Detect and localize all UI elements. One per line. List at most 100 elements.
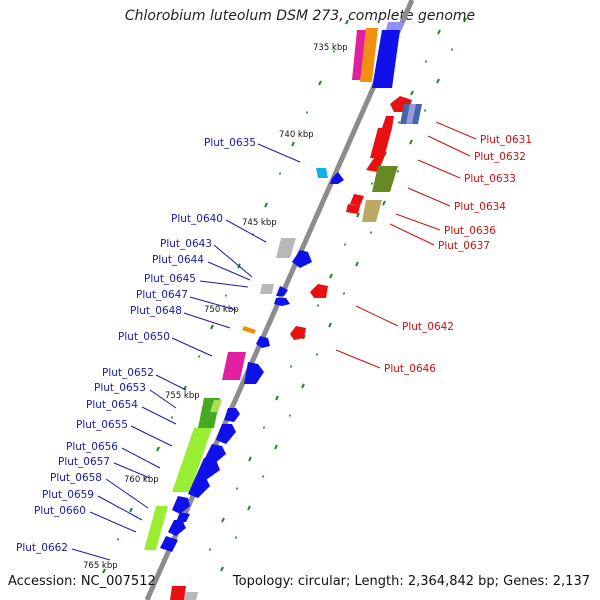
gene-feature	[244, 362, 264, 384]
tick-mark	[234, 536, 238, 539]
gene-feature	[160, 536, 178, 552]
kbp-labels: 735 kbp 740 kbp 745 kbp 750 kbp 755 kbp …	[83, 43, 348, 571]
gene-feature	[276, 286, 288, 296]
tick-mark	[210, 324, 214, 330]
gene-label-plut-0662: Plut_0662	[16, 542, 68, 554]
gene-label-plut-0636: Plut_0636	[444, 225, 496, 237]
kbp-label-755: 755 kbp	[165, 391, 200, 401]
leader-line	[213, 244, 253, 278]
leader-line	[130, 425, 173, 447]
gene-feature	[224, 408, 240, 422]
gene-feature	[210, 400, 222, 412]
leader-line	[407, 187, 451, 207]
leader-line	[89, 511, 137, 533]
reverse-strand-features	[170, 96, 422, 600]
tick-mark	[208, 548, 212, 551]
tick-mark	[247, 505, 251, 511]
gene-feature	[360, 28, 378, 82]
kbp-label-740: 740 kbp	[279, 130, 314, 140]
tick-mark	[437, 29, 441, 35]
gene-label-plut-0647: Plut_0647	[136, 289, 188, 301]
gene-feature	[172, 428, 212, 492]
gene-feature	[362, 200, 382, 222]
gene-feature	[290, 326, 306, 340]
tick-mark	[356, 212, 360, 218]
tick-mark	[261, 475, 265, 478]
gene-label-plut-0650: Plut_0650	[118, 331, 170, 343]
tick-mark	[410, 90, 414, 96]
accession-text: Accession: NC_007512	[8, 574, 156, 589]
gene-label-plut-0632: Plut_0632	[474, 151, 526, 163]
tick-mark	[224, 294, 228, 297]
tick-mark	[305, 111, 309, 114]
tick-mark	[463, 17, 467, 23]
tick-mark	[156, 446, 160, 452]
leader-line	[435, 121, 477, 140]
tick-mark	[129, 507, 133, 513]
tick-mark	[436, 78, 440, 84]
leader-line	[171, 337, 213, 357]
gene-feature	[292, 250, 312, 268]
gene-feature	[170, 586, 186, 600]
gene-label-plut-0646: Plut_0646	[384, 363, 436, 375]
leader-line	[355, 305, 399, 327]
tick-mark	[315, 353, 319, 356]
leader-line	[199, 280, 249, 288]
gene-label-plut-0660: Plut_0660	[34, 505, 86, 517]
gene-feature	[176, 512, 190, 522]
left-gene-labels: Plut_0635 Plut_0640 Plut_0643 Plut_0644 …	[16, 137, 256, 554]
tick-mark	[409, 139, 413, 145]
tick-mark	[170, 416, 174, 419]
gene-feature	[370, 128, 392, 158]
kbp-label-745: 745 kbp	[242, 218, 277, 228]
tick-mark	[382, 200, 386, 206]
gene-feature	[168, 520, 186, 536]
kbp-label-735: 735 kbp	[313, 43, 348, 53]
gene-label-plut-0656: Plut_0656	[66, 441, 118, 453]
gene-feature	[372, 30, 400, 88]
gene-feature	[406, 104, 416, 124]
gene-label-plut-0634: Plut_0634	[454, 201, 506, 213]
tick-mark	[345, 19, 349, 25]
gene-label-plut-0643: Plut_0643	[160, 238, 212, 250]
gene-feature	[372, 166, 398, 192]
genome-summary-text: Topology: circular; Length: 2,364,842 bp…	[232, 574, 590, 589]
tick-mark	[397, 121, 401, 124]
gene-label-plut-0635: Plut_0635	[204, 137, 256, 149]
tick-mark	[396, 170, 400, 173]
gene-label-plut-0659: Plut_0659	[42, 489, 94, 501]
gene-label-plut-0644: Plut_0644	[152, 254, 204, 266]
tick-mark	[264, 202, 268, 208]
tick-mark	[143, 477, 147, 480]
gene-label-plut-0642: Plut_0642	[402, 321, 454, 333]
forward-strand-features	[144, 22, 403, 552]
leader-line	[149, 389, 177, 409]
gene-label-plut-0655: Plut_0655	[76, 419, 128, 431]
leader-line	[395, 213, 441, 231]
tick-mark	[235, 487, 239, 490]
tick-mark	[275, 395, 279, 401]
gene-feature	[184, 592, 198, 600]
gene-label-plut-0658: Plut_0658	[50, 472, 102, 484]
gene-feature	[276, 238, 296, 258]
leader-line	[121, 447, 161, 469]
tick-mark	[424, 60, 428, 63]
gene-label-plut-0640: Plut_0640	[171, 213, 223, 225]
gene-label-plut-0654: Plut_0654	[86, 399, 138, 411]
leader-line	[183, 312, 231, 329]
tick-mark	[343, 243, 347, 246]
leader-line	[389, 223, 435, 246]
gene-feature	[316, 168, 328, 178]
gene-feature	[256, 336, 270, 348]
tick-mark	[370, 182, 374, 185]
leader-line	[225, 219, 267, 243]
gene-feature	[350, 194, 364, 206]
tick-mark	[332, 50, 336, 53]
gene-feature	[274, 298, 290, 306]
leader-line	[141, 406, 177, 425]
gene-feature	[346, 204, 360, 214]
kbp-label-765: 765 kbp	[83, 561, 118, 571]
tick-mark	[274, 444, 278, 450]
gene-label-plut-0631: Plut_0631	[480, 134, 532, 146]
